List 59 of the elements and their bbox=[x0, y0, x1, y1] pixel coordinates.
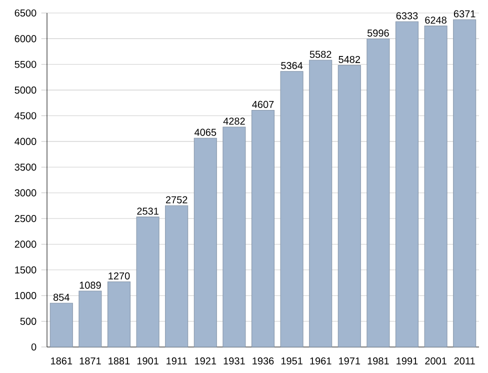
y-tick-label: 4000 bbox=[14, 138, 36, 145]
y-tick-label: 1500 bbox=[15, 266, 36, 274]
data-label: 5996 bbox=[367, 30, 389, 37]
data-label: 1089 bbox=[80, 282, 101, 289]
y-tick-label: 2000 bbox=[14, 240, 36, 248]
bar bbox=[194, 138, 217, 348]
data-label: 2531 bbox=[137, 208, 158, 215]
x-tick-label: 1981 bbox=[368, 357, 389, 364]
data-label: 6371 bbox=[454, 10, 476, 18]
data-label: 1270 bbox=[108, 272, 130, 280]
x-tick-label: 1901 bbox=[137, 357, 158, 364]
x-tick-label: 1871 bbox=[80, 357, 101, 364]
data-label: 6333 bbox=[396, 12, 418, 20]
x-tick-label: 1921 bbox=[195, 357, 216, 364]
data-label: 5582 bbox=[310, 50, 332, 58]
bar bbox=[108, 281, 131, 348]
y-tick-label: 6000 bbox=[14, 35, 36, 42]
y-tick-label: 3000 bbox=[14, 189, 36, 196]
bar bbox=[396, 21, 418, 348]
bar bbox=[252, 110, 275, 348]
x-tick-label: 2001 bbox=[425, 357, 446, 364]
data-label: 2752 bbox=[166, 196, 188, 204]
x-tick-label: 1961 bbox=[310, 357, 332, 364]
bar bbox=[309, 60, 332, 348]
x-tick-label: 1951 bbox=[281, 357, 302, 364]
data-label: 6248 bbox=[425, 16, 446, 24]
bar bbox=[366, 38, 390, 348]
x-tick-label: 1881 bbox=[108, 357, 130, 364]
x-tick-label: 2011 bbox=[454, 357, 475, 364]
data-label: 5482 bbox=[338, 56, 360, 64]
bar bbox=[280, 71, 304, 348]
bar bbox=[78, 290, 102, 348]
bar bbox=[424, 26, 448, 348]
y-tick-label: 3500 bbox=[14, 164, 36, 171]
x-tick-label: 1971 bbox=[339, 357, 360, 364]
data-label: 4282 bbox=[223, 118, 245, 125]
bar bbox=[222, 126, 246, 348]
data-label: 5364 bbox=[281, 62, 303, 70]
y-tick-label: 500 bbox=[20, 318, 36, 325]
data-label: 4065 bbox=[194, 128, 216, 136]
x-tick-label: 1991 bbox=[396, 357, 418, 364]
bar bbox=[338, 65, 361, 348]
y-tick-label: 2500 bbox=[14, 214, 36, 222]
data-label: 854 bbox=[54, 294, 70, 301]
y-tick-label: 5000 bbox=[14, 86, 36, 94]
y-tick-label: 6500 bbox=[14, 9, 36, 17]
data-label: 4607 bbox=[252, 100, 274, 108]
x-tick-label: 1861 bbox=[51, 357, 72, 364]
y-tick-label: 1000 bbox=[15, 292, 36, 300]
bar bbox=[50, 302, 73, 348]
x-tick-label: 1911 bbox=[166, 357, 187, 364]
bar bbox=[453, 19, 476, 348]
x-tick-label: 1936 bbox=[252, 357, 274, 364]
bar bbox=[136, 216, 160, 348]
bar bbox=[165, 205, 188, 348]
x-tick-label: 1931 bbox=[224, 357, 245, 364]
y-tick-label: 0 bbox=[31, 343, 36, 351]
y-tick-label: 4500 bbox=[14, 112, 36, 120]
y-tick-label: 5500 bbox=[14, 60, 36, 68]
